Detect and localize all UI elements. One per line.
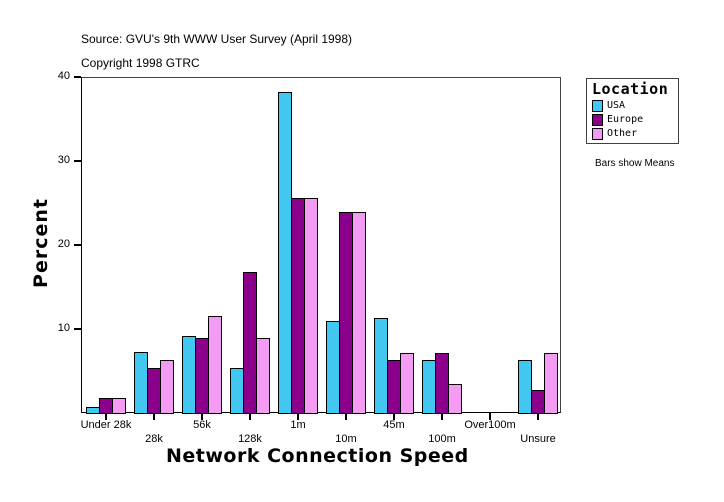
y-tick — [74, 160, 81, 162]
x-tick-label: 100m — [428, 433, 456, 445]
bar-europe — [99, 398, 113, 414]
x-tick-label: 56k — [193, 419, 211, 431]
bar-usa — [518, 360, 532, 414]
bar-other — [400, 353, 414, 414]
copyright-caption: Copyright 1998 GTRC — [81, 56, 200, 70]
bar-europe — [195, 338, 209, 414]
y-tick — [74, 76, 81, 78]
x-tick-label: 10m — [335, 433, 357, 445]
y-axis-title: Percent — [29, 198, 52, 288]
x-tick-label: Over100m — [464, 419, 516, 431]
x-tick — [249, 413, 251, 420]
bar-other — [256, 338, 270, 414]
bar-europe — [387, 360, 401, 414]
y-tick-label: 30 — [57, 154, 70, 166]
bar-other — [448, 384, 462, 414]
x-tick — [393, 413, 395, 420]
y-tick — [74, 244, 81, 246]
bar-other — [160, 360, 174, 414]
x-tick — [105, 413, 107, 420]
source-caption: Source: GVU's 9th WWW User Survey (April… — [81, 32, 353, 46]
x-axis-title: Network Connection Speed — [166, 445, 469, 467]
x-tick — [297, 413, 299, 420]
bar-europe — [147, 368, 161, 414]
bar-usa — [422, 360, 436, 414]
x-tick — [489, 413, 491, 420]
y-tick — [74, 328, 81, 330]
bar-other — [304, 198, 318, 414]
legend-label: USA — [607, 100, 626, 111]
bar-usa — [278, 92, 292, 414]
means-note: Bars show Means — [595, 158, 675, 169]
legend-swatch-other — [592, 128, 603, 140]
plot-area — [81, 77, 561, 413]
bar-usa — [374, 318, 388, 414]
bar-usa — [326, 321, 340, 414]
legend: Location USA Europe Other — [586, 78, 679, 144]
x-tick-label: 128k — [238, 433, 262, 445]
y-tick-label: 10 — [57, 322, 70, 334]
y-tick-label: 40 — [57, 70, 70, 82]
bar-other — [352, 212, 366, 414]
bar-other — [208, 316, 222, 414]
bar-other — [544, 353, 558, 414]
x-tick-label: 1m — [290, 419, 306, 431]
bar-usa — [230, 368, 244, 414]
bar-europe — [291, 198, 305, 414]
legend-title: Location — [592, 80, 669, 98]
bar-usa — [86, 407, 100, 414]
legend-label: Europe — [607, 114, 644, 125]
bar-europe — [435, 353, 449, 414]
y-tick-label: 20 — [57, 238, 70, 250]
bar-usa — [182, 336, 196, 414]
x-tick-label: 28k — [145, 433, 163, 445]
x-tick — [153, 413, 155, 420]
bar-europe — [531, 390, 545, 414]
x-tick — [201, 413, 203, 420]
bar-other — [112, 398, 126, 414]
x-tick — [345, 413, 347, 420]
x-tick-label: Unsure — [520, 433, 556, 445]
x-tick-label: 45m — [383, 419, 405, 431]
x-tick — [441, 413, 443, 420]
bar-usa — [134, 352, 148, 414]
bar-europe — [243, 272, 257, 414]
bar-europe — [339, 212, 353, 414]
legend-swatch-europe — [592, 114, 603, 126]
x-tick-label: Under 28k — [80, 419, 132, 431]
legend-swatch-usa — [592, 100, 603, 112]
x-tick — [537, 413, 539, 420]
legend-label: Other — [607, 128, 638, 139]
